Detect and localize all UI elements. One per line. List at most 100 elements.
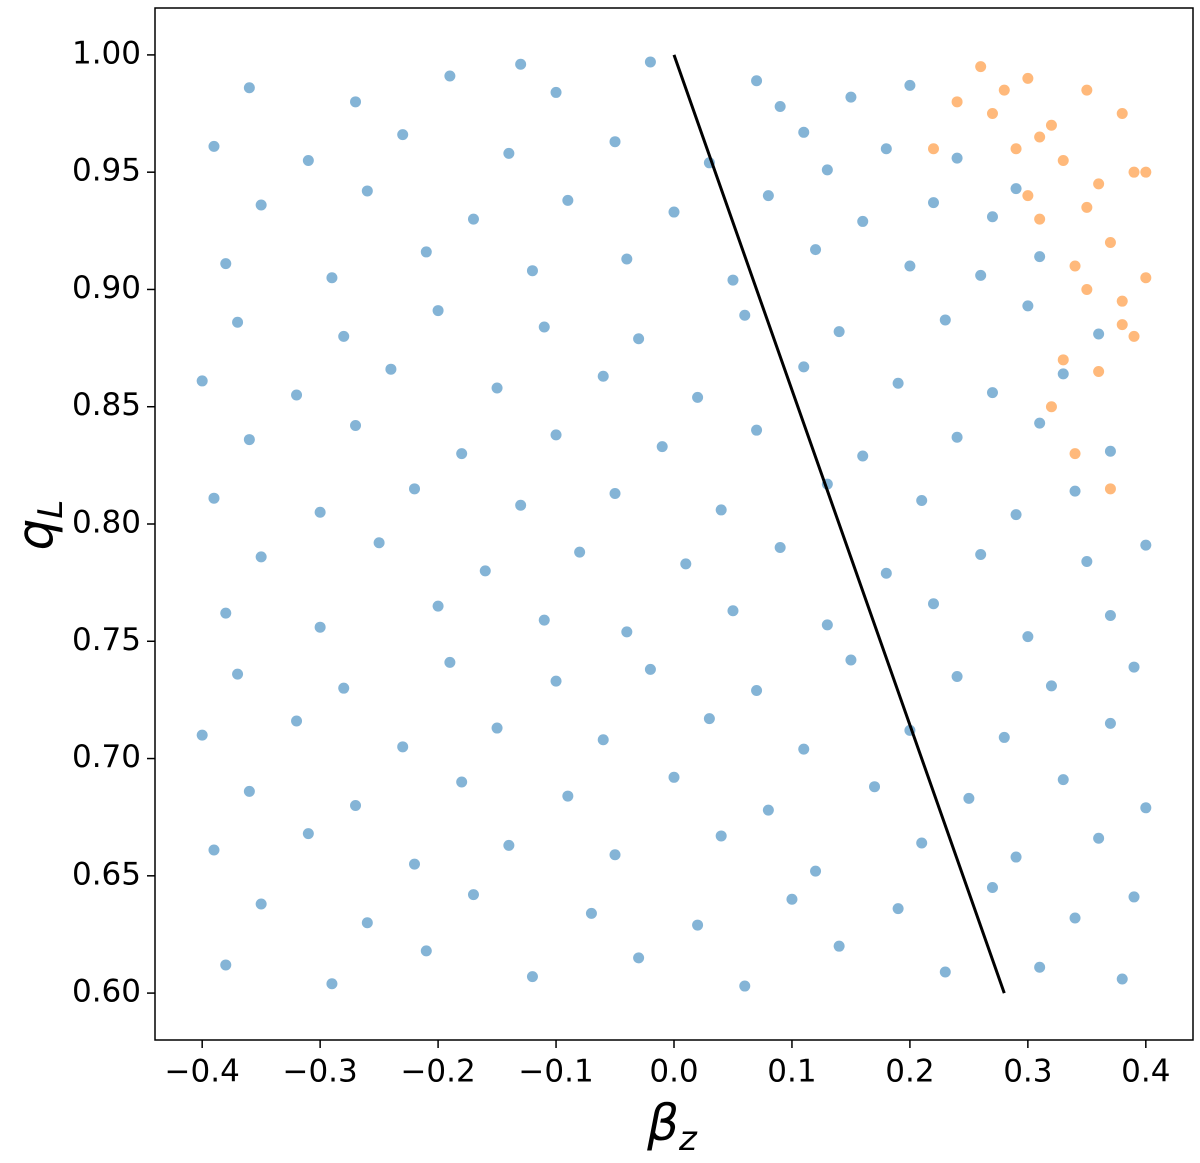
scatter-point: [727, 605, 739, 617]
scatter-point: [633, 333, 645, 345]
scatter-point: [1034, 251, 1046, 263]
scatter-point: [255, 551, 267, 563]
scatter-point: [350, 419, 362, 431]
scatter-point: [361, 917, 373, 929]
scatter-point: [338, 330, 350, 342]
scatter-point: [1022, 631, 1034, 643]
scatter-point: [1045, 401, 1057, 413]
scatter-point: [302, 154, 314, 166]
scatter-point: [857, 450, 869, 462]
y-tick-label: 0.70: [72, 739, 141, 775]
scatter-point: [892, 903, 904, 915]
scatter-point: [350, 96, 362, 108]
scatter-point: [916, 837, 928, 849]
x-tick-label: 0.0: [649, 1054, 698, 1090]
scatter-point: [986, 882, 998, 894]
scatter-point: [1010, 183, 1022, 195]
scatter-point: [762, 804, 774, 816]
y-axis-label-sub: L: [31, 500, 71, 519]
scatter-point: [1093, 832, 1105, 844]
scatter-point: [550, 675, 562, 687]
scatter-point: [774, 541, 786, 553]
scatter-point: [739, 309, 751, 321]
x-tick-label: −0.4: [165, 1054, 240, 1090]
scatter-point: [338, 682, 350, 694]
scatter-point: [208, 844, 220, 856]
scatter-point: [1010, 851, 1022, 863]
scatter-point: [644, 663, 656, 675]
scatter-point: [928, 197, 939, 209]
scatter-point: [550, 429, 562, 441]
scatter-point: [243, 785, 255, 797]
scatter-point: [621, 253, 633, 265]
scatter-point: [397, 741, 409, 753]
scatter-point: [963, 792, 975, 804]
scatter-point: [1093, 366, 1105, 378]
x-tick-label: 0.3: [1003, 1054, 1052, 1090]
scatter-point: [1104, 717, 1116, 729]
scatter-point: [1116, 973, 1128, 985]
scatter-point: [373, 537, 385, 549]
scatter-point: [1081, 556, 1093, 568]
scatter-point: [1081, 283, 1093, 295]
scatter-point: [491, 722, 503, 734]
scatter-point: [1069, 448, 1081, 460]
x-tick-label: −0.1: [518, 1054, 593, 1090]
scatter-point: [208, 492, 220, 504]
scatter-point: [538, 614, 550, 626]
scatter-point: [550, 86, 562, 98]
scatter-point: [951, 431, 963, 443]
scatter-point: [1022, 190, 1034, 202]
scatter-point: [196, 375, 208, 387]
scatter-point: [986, 108, 998, 120]
scatter-point: [751, 685, 763, 697]
scatter-point: [1140, 539, 1152, 551]
scatter-point: [1057, 774, 1069, 786]
scatter-point: [291, 715, 303, 727]
scatter-point: [503, 147, 515, 159]
scatter-point: [857, 215, 869, 227]
scatter-point: [255, 898, 267, 910]
scatter-point: [774, 101, 786, 113]
scatter-point: [232, 668, 244, 680]
x-tick-label: 0.4: [1121, 1054, 1170, 1090]
scatter-point: [1010, 143, 1022, 155]
scatter-point: [538, 321, 550, 333]
scatter-point: [397, 129, 409, 141]
scatter-point: [1069, 260, 1081, 272]
scatter-point: [1034, 213, 1046, 225]
scatter-point: [220, 959, 232, 971]
scatter-point: [562, 194, 574, 206]
x-axis-label: βz: [646, 1094, 698, 1159]
scatter-point: [385, 363, 397, 375]
scatter-point: [420, 945, 432, 957]
scatter-point: [361, 185, 373, 197]
scatter-point: [196, 729, 208, 741]
scatter-point: [1140, 166, 1152, 178]
scatter-point: [692, 919, 704, 931]
scatter-point: [597, 370, 609, 382]
x-tick-label: −0.2: [400, 1054, 475, 1090]
y-tick-label: 0.60: [72, 974, 141, 1010]
scatter-point: [668, 771, 680, 783]
scatter-point: [751, 424, 763, 436]
scatter-point: [467, 889, 479, 901]
scatter-point: [1093, 328, 1105, 340]
x-axis-label-sub: z: [678, 1119, 698, 1159]
scatter-point: [810, 865, 822, 877]
scatter-point: [928, 598, 939, 610]
scatter-point: [680, 558, 692, 570]
scatter-point: [821, 164, 833, 176]
scatter-point: [1057, 154, 1069, 166]
scatter-point: [1069, 485, 1081, 497]
scatter-point: [986, 211, 998, 223]
x-tick-label: −0.3: [282, 1054, 357, 1090]
scatter-point: [845, 91, 857, 103]
scatter-point: [326, 272, 338, 284]
scatter-point: [432, 305, 444, 317]
scatter-point: [1104, 445, 1116, 457]
scatter-point: [1022, 300, 1034, 312]
scatter-point: [1081, 201, 1093, 213]
boundary-line: [672, 54, 1006, 994]
